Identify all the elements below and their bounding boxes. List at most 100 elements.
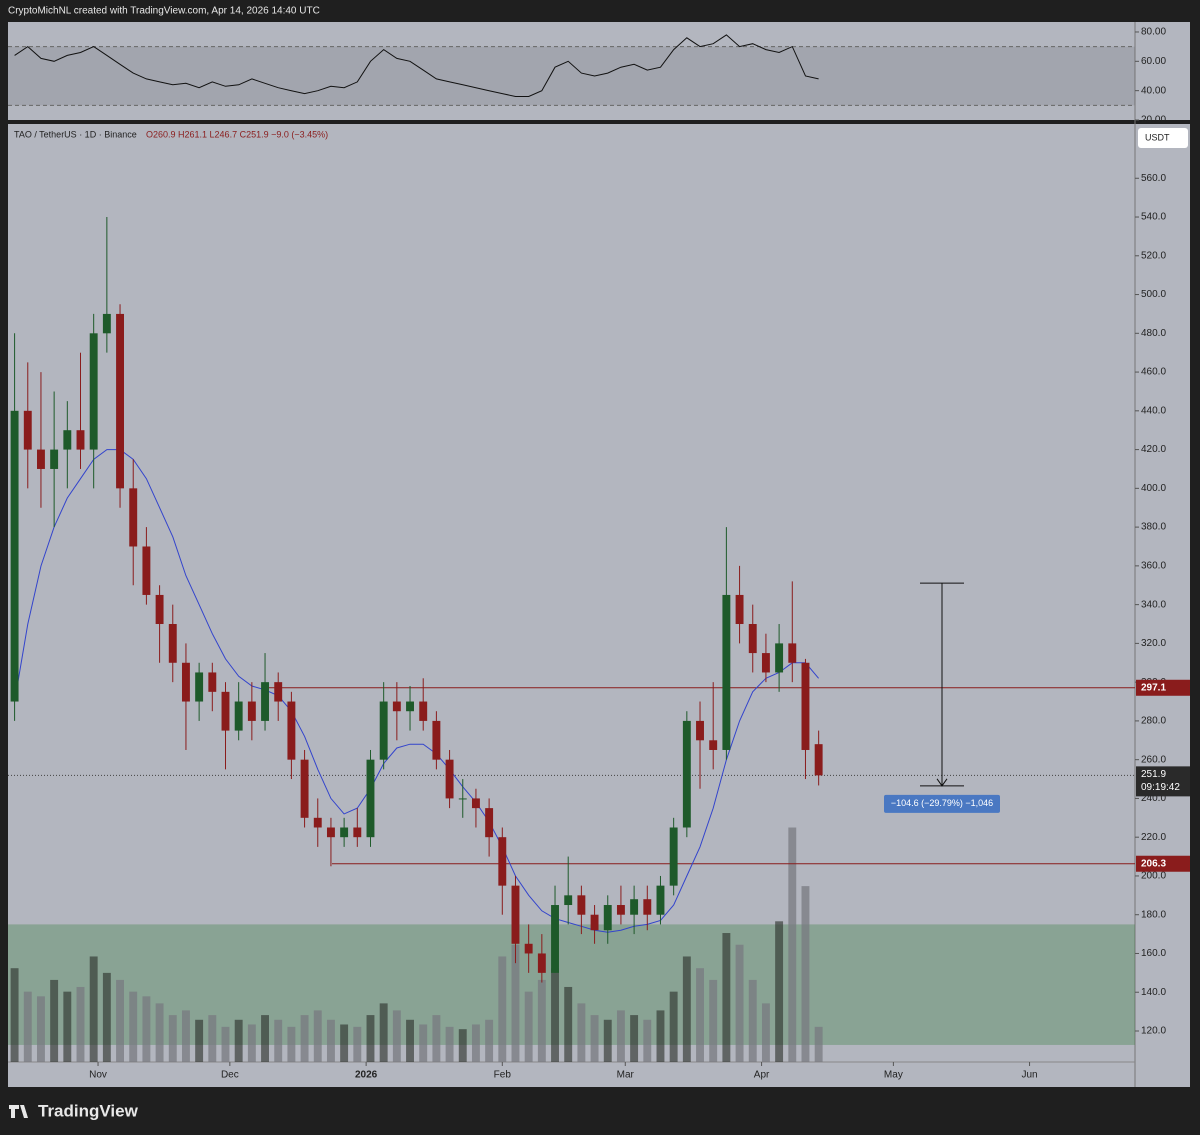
volume-bar bbox=[10, 968, 19, 1062]
volume-bar bbox=[63, 991, 72, 1062]
volume-bar bbox=[643, 1019, 652, 1062]
y-tick-label: 180.0 bbox=[1141, 909, 1166, 920]
measure-box bbox=[884, 794, 1000, 813]
symbol-title: TAO / TetherUS · 1D · Binance bbox=[14, 129, 137, 139]
y-tick-label: 460.0 bbox=[1141, 367, 1166, 378]
y-tick-label: 480.0 bbox=[1141, 328, 1166, 339]
y-tick-label: 160.0 bbox=[1141, 948, 1166, 959]
candle-body bbox=[102, 313, 111, 334]
candle-body bbox=[603, 905, 612, 931]
y-tick-label: 520.0 bbox=[1141, 250, 1166, 261]
candle-body bbox=[313, 817, 322, 828]
volume-bar bbox=[775, 921, 784, 1062]
candle-body bbox=[142, 546, 151, 595]
pane-separator bbox=[8, 120, 1190, 124]
volume-bar bbox=[709, 979, 718, 1062]
x-tick-label: Nov bbox=[89, 1070, 107, 1081]
volume-bar bbox=[577, 1003, 586, 1062]
candle-body bbox=[247, 701, 256, 721]
y-tick-label: 220.0 bbox=[1141, 832, 1166, 843]
y-tick-label: 20.00 bbox=[1141, 115, 1166, 126]
candle-body bbox=[50, 449, 59, 469]
candle-body bbox=[287, 701, 296, 760]
candle-body bbox=[168, 624, 177, 663]
x-tick-label: Mar bbox=[617, 1070, 635, 1081]
candle-body bbox=[630, 899, 639, 915]
candle-body bbox=[274, 682, 283, 702]
candle-body bbox=[23, 410, 32, 450]
level-tag bbox=[1136, 855, 1190, 872]
y-tick-label: 40.00 bbox=[1141, 85, 1166, 96]
candle-body bbox=[340, 827, 349, 838]
volume-bar bbox=[155, 1003, 164, 1062]
y-tick-label: 60.00 bbox=[1141, 56, 1166, 67]
measure-label: −104.6 (−29.79%) −1,046 bbox=[891, 798, 993, 808]
candle-body bbox=[63, 430, 72, 450]
candle-body bbox=[445, 759, 454, 799]
volume-bar bbox=[379, 1003, 388, 1062]
y-tick-label: 260.0 bbox=[1141, 754, 1166, 765]
volume-bar bbox=[353, 1026, 362, 1062]
candle-body bbox=[643, 899, 652, 915]
volume-bar bbox=[234, 1019, 243, 1062]
candle-body bbox=[616, 905, 625, 915]
volume-bar bbox=[181, 1010, 190, 1062]
candle-body bbox=[814, 744, 823, 776]
volume-bar bbox=[471, 1024, 480, 1062]
last-price-label: 251.9 bbox=[1141, 769, 1166, 780]
candle-body bbox=[709, 740, 718, 750]
volume-bar bbox=[419, 1024, 428, 1062]
volume-bar bbox=[76, 986, 85, 1062]
candle-body bbox=[419, 701, 428, 721]
y-tick-label: 440.0 bbox=[1141, 405, 1166, 416]
volume-bar bbox=[735, 944, 744, 1062]
volume-bar bbox=[498, 956, 507, 1062]
candle-body bbox=[788, 643, 797, 663]
candle-body bbox=[537, 953, 546, 973]
volume-bar bbox=[300, 1015, 309, 1062]
candle-body bbox=[722, 594, 731, 750]
volume-bar bbox=[287, 1026, 296, 1062]
candle-body bbox=[498, 837, 507, 886]
candle-body bbox=[379, 701, 388, 760]
level-tag bbox=[1136, 679, 1190, 696]
volume-bar bbox=[630, 1015, 639, 1062]
y-tick-label: 540.0 bbox=[1141, 212, 1166, 223]
x-tick-label: Feb bbox=[494, 1070, 512, 1081]
currency-box bbox=[1138, 128, 1188, 148]
candle-body bbox=[801, 662, 810, 750]
volume-bar bbox=[458, 1029, 467, 1062]
volume-bar bbox=[366, 1015, 375, 1062]
candle-body bbox=[89, 333, 98, 450]
y-tick-label: 120.0 bbox=[1141, 1026, 1166, 1037]
volume-bar bbox=[511, 944, 520, 1062]
candle-body bbox=[155, 594, 164, 625]
volume-bar bbox=[564, 986, 573, 1062]
volume-bar bbox=[221, 1026, 230, 1062]
candle-body bbox=[195, 672, 204, 702]
logo-icon bbox=[9, 1105, 28, 1118]
volume-bar bbox=[669, 991, 678, 1062]
x-tick-label: Apr bbox=[754, 1070, 770, 1081]
y-tick-label: 340.0 bbox=[1141, 599, 1166, 610]
y-tick-label: 280.0 bbox=[1141, 716, 1166, 727]
level-label: 206.3 bbox=[1141, 858, 1166, 869]
candle-body bbox=[326, 827, 335, 838]
candle-body bbox=[669, 827, 678, 886]
logo: TradingView bbox=[38, 1101, 139, 1120]
volume-bar bbox=[537, 979, 546, 1062]
volume-bar bbox=[340, 1024, 349, 1062]
volume-bar bbox=[590, 1015, 599, 1062]
y-tick-label: 140.0 bbox=[1141, 987, 1166, 998]
candle-body bbox=[564, 895, 573, 906]
y-tick-label: 560.0 bbox=[1141, 173, 1166, 184]
volume-bar bbox=[722, 933, 731, 1062]
candle-body bbox=[116, 313, 124, 489]
volume-bar bbox=[102, 972, 111, 1062]
volume-bar bbox=[814, 1026, 823, 1062]
y-tick-label: 420.0 bbox=[1141, 444, 1166, 455]
y-tick-label: 500.0 bbox=[1141, 289, 1166, 300]
candle-body bbox=[485, 808, 494, 838]
chart-background bbox=[8, 22, 1190, 1087]
volume-bar bbox=[116, 979, 124, 1062]
